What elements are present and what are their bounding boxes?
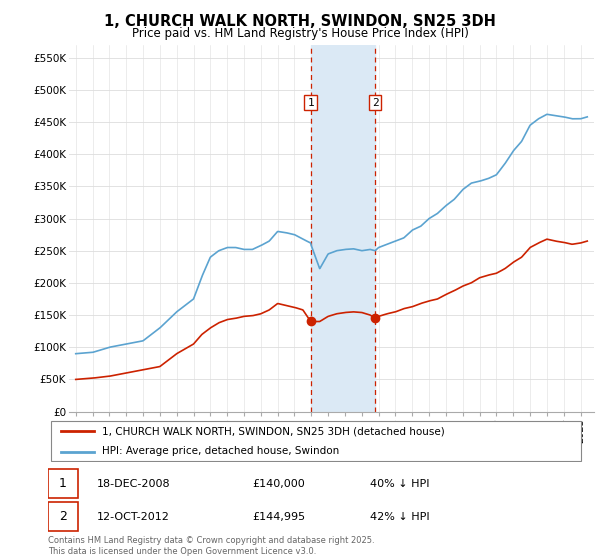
Text: 1: 1 <box>307 97 314 108</box>
Text: HPI: Average price, detached house, Swindon: HPI: Average price, detached house, Swin… <box>102 446 339 456</box>
FancyBboxPatch shape <box>50 421 581 461</box>
Bar <box>311 45 375 412</box>
Text: 1, CHURCH WALK NORTH, SWINDON, SN25 3DH (detached house): 1, CHURCH WALK NORTH, SWINDON, SN25 3DH … <box>102 426 445 436</box>
Text: Contains HM Land Registry data © Crown copyright and database right 2025.
This d: Contains HM Land Registry data © Crown c… <box>48 536 374 556</box>
Text: 42% ↓ HPI: 42% ↓ HPI <box>370 512 430 522</box>
FancyBboxPatch shape <box>48 469 77 498</box>
Text: Price paid vs. HM Land Registry's House Price Index (HPI): Price paid vs. HM Land Registry's House … <box>131 27 469 40</box>
Text: 1, CHURCH WALK NORTH, SWINDON, SN25 3DH: 1, CHURCH WALK NORTH, SWINDON, SN25 3DH <box>104 14 496 29</box>
Text: 40% ↓ HPI: 40% ↓ HPI <box>370 479 430 489</box>
Text: 1: 1 <box>59 477 67 491</box>
Text: 18-DEC-2008: 18-DEC-2008 <box>97 479 170 489</box>
Text: 12-OCT-2012: 12-OCT-2012 <box>97 512 169 522</box>
Text: £140,000: £140,000 <box>252 479 305 489</box>
Text: £144,995: £144,995 <box>252 512 305 522</box>
Text: 2: 2 <box>59 510 67 524</box>
Text: 2: 2 <box>372 97 379 108</box>
FancyBboxPatch shape <box>48 502 77 531</box>
